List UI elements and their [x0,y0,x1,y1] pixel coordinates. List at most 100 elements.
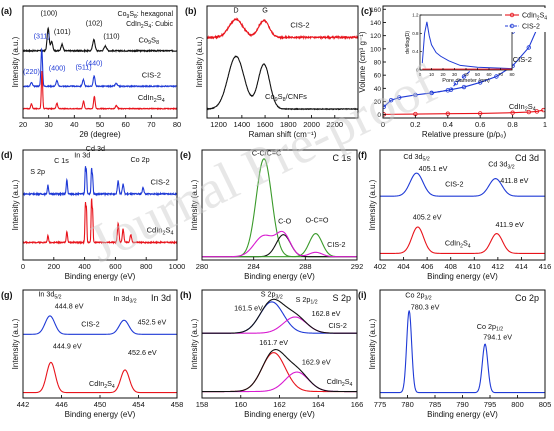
peak-annotation: 780.3 eV [411,302,440,311]
data-point [534,109,540,114]
curve-label: CIS-2 [513,55,532,64]
data-point [448,87,454,92]
x-tick-label: 1800 [280,120,297,129]
peak-annotation: CdIn2S4 [327,377,353,388]
peak-annotation: S 2p [30,167,45,176]
data-point [429,90,434,96]
x-tick-label: 166 [351,400,364,409]
peak-annotation: CIS-2 [445,179,463,188]
series-line-0 [383,10,544,108]
x-tick-label: 800 [140,262,153,271]
series-label: Co9S8/CNFs [265,92,307,103]
x-tick-label: 0 [381,120,385,129]
panel-title: C 1s [332,153,351,163]
figure-panels: Co9S8 CIS-2 CdIn2S4 20 30 40 50 60 70 80 2θ (degre… [1,5,551,419]
x-tick-label: 70 [147,120,155,129]
y-tick-label: 160 [370,7,381,14]
series-line-0 [380,310,545,394]
series-line-3 [202,230,357,258]
panel-note: Co9S8: hexagonal [118,11,174,20]
y-tick-label: 140 [370,20,381,27]
peak-annotation: (311) [34,32,50,41]
peak-annotation: 444.9 eV [53,341,82,350]
x-tick-label: 80 [173,120,181,129]
inset-x-tick-label: 0 [419,72,422,77]
plot-area [23,26,177,111]
peak-annotation: CdIn2S4 [89,379,115,390]
x-tick-label: 2200 [326,120,343,129]
x-tick-label: 404 [397,262,410,271]
x-axis-title: Raman shift (cm⁻¹) [249,130,317,139]
peak-annotation: (400) [49,63,66,72]
panel-f: 402 404 406 408 410 412 414 416 Binding energy (… [358,149,551,281]
x-tick-label: 1 [543,120,547,129]
y-axis-title: Intensity (a.u.) [11,179,20,230]
inset-x-tick-label: 40 [463,72,469,77]
data-point [461,74,467,79]
peak-annotation: D [233,6,238,15]
panel-title: Cd 3d [515,153,539,163]
legend-label: CIS-2 [522,24,540,31]
peak-annotation: 452.6 eV [128,348,157,357]
x-axis-title: 2θ (degree) [79,130,121,139]
x-axis-title: Binding energy (eV) [65,272,136,281]
x-axis-title: Binding energy (eV) [65,410,136,419]
peak-annotation: In 3d3/2 [113,294,136,305]
peak-annotation: 411.8 eV [500,176,528,185]
plot-area [380,172,545,254]
inset-y-title: dv/dlog(D) [405,31,411,54]
panel-label: (c) [361,6,372,16]
peak-annotation: G [262,6,268,15]
peak-annotation: 794.1 eV [483,333,512,342]
legend-marker [509,12,515,18]
inset-x-tick-label: 70 [498,72,504,77]
x-tick-label: 30 [44,120,52,129]
inset-y-tick-label: 0.4 [412,49,419,54]
curve-label: CdIn2S4 [509,102,536,113]
x-axis-title: Binding energy (eV) [244,410,315,419]
x-tick-label: 0 [21,262,25,271]
axes-frame [22,149,178,261]
data-point [388,98,394,103]
panel-label: (e) [180,150,191,160]
panel-e: 280 284 288 292 Binding energy (eV) Intensity… [180,149,363,282]
x-tick-label: 1200 [210,120,227,129]
panel-c: 0 0.2 0.4 0.6 0.8 1020406080100120140160Relat… [358,5,547,139]
plot-area [202,298,357,393]
panel-label: (b) [185,6,197,16]
legend-label: CdIn2S4 [522,13,547,22]
series-label: CIS-2 [290,21,309,30]
axes-frame [201,149,358,261]
data-point [453,80,459,86]
x-tick-label: 160 [234,400,247,409]
x-tick-label: 0.4 [443,120,453,129]
series-line-5 [202,349,357,393]
inset-y-tick-label: 0.8 [412,31,419,36]
data-point [526,109,531,115]
legend-box [502,8,546,32]
series-label: CdIn2S4 [138,93,165,104]
peak-annotation: In 3d [74,151,90,160]
x-tick-label: 200 [48,262,61,271]
peak-annotation: S 2p1/2 [296,295,318,306]
plot-area [202,158,357,258]
peak-annotation: 161.5 eV [234,304,263,313]
series-label: CIS-2 [142,71,161,80]
y-axis-title: Intensity (a.u.) [11,318,20,369]
panel-label: (d) [1,150,13,160]
data-point [510,110,515,115]
x-axis-title: Binding energy (eV) [427,410,498,419]
peak-annotation: CIS-2 [328,321,346,330]
x-tick-label: 800 [511,400,524,409]
peak-annotation: (511) [75,62,91,71]
series-line-2 [23,71,177,111]
peak-annotation: Cd 3d [86,144,105,153]
peak-annotation: S 2p3/2 [261,289,283,300]
inset-x-tick-label: 30 [452,72,458,77]
panel-title: Co 2p [515,293,539,303]
series-label: CIS-2 [150,177,169,186]
x-tick-label: 775 [374,400,387,409]
inset-x-tick-label: 10 [429,72,435,77]
peak-annotation: 411.9 eV [496,220,524,229]
data-point [397,95,402,100]
